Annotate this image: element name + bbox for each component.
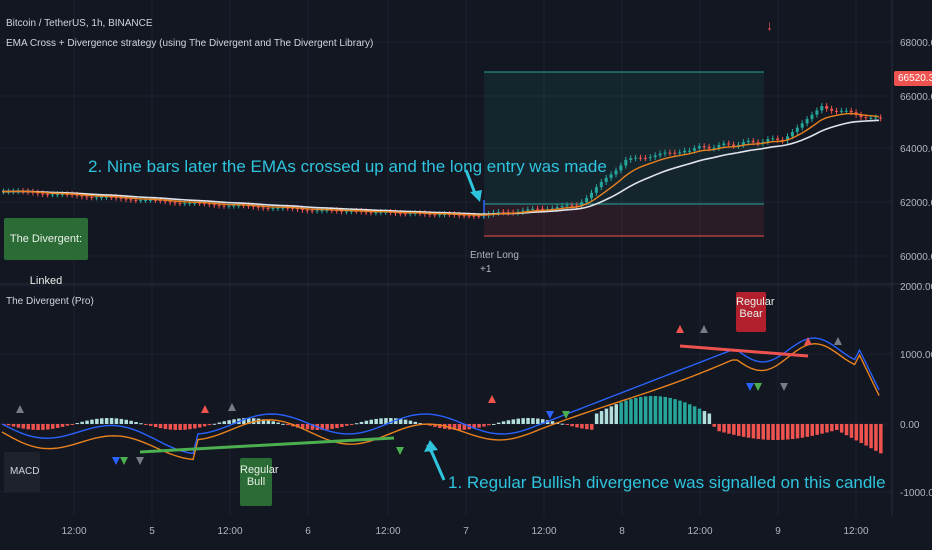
indicator-label: MACD — [4, 452, 40, 492]
osc-tick-label: 2000.00 — [900, 282, 932, 293]
symbol-title: Bitcoin / TetherUS, 1h, BINANCE — [6, 18, 153, 29]
bear-label-line1: Regular — [736, 296, 775, 308]
time-tick-label: 12:00 — [687, 526, 712, 537]
time-tick-label: 8 — [619, 526, 625, 537]
time-tick-label: 12:00 — [217, 526, 242, 537]
price-tick-label: 60000.00 — [900, 252, 932, 263]
osc-tick-label: 0.00 — [900, 420, 920, 431]
signal-line — [1, 343, 880, 461]
signal-marker — [780, 383, 788, 391]
time-tick-label: 9 — [775, 526, 781, 537]
bull-label-line2: Bull — [246, 476, 266, 488]
bear-divergence-line — [679, 344, 809, 358]
signal-marker — [804, 337, 812, 345]
stop-loss-zone — [484, 204, 764, 236]
osc-tick-label: -1000.00 — [900, 488, 932, 499]
annotation-divergence: 1. Regular Bullish divergence was signal… — [448, 473, 886, 492]
sell-arrow-icon: ↓ — [766, 17, 773, 33]
ema-slow-line — [1, 119, 880, 215]
bull-divergence-line — [139, 436, 395, 454]
time-tick-label: 6 — [305, 526, 311, 537]
time-tick-label: 12:00 — [375, 526, 400, 537]
bear-label-line2: Bear — [739, 308, 763, 320]
signal-marker — [754, 383, 762, 391]
strategy-title: EMA Cross + Divergence strategy (using T… — [6, 38, 374, 49]
signal-marker — [120, 457, 128, 465]
price-axis: 68000.00 66000.00 64000.00 62000.00 60000.00 — [900, 38, 932, 263]
grid — [0, 0, 893, 516]
signal-marker — [746, 383, 754, 391]
oscillator-axis: 2000.00 1000.00 0.00 -1000.00 — [900, 282, 932, 499]
status-badge: The Divergent: Linked — [4, 218, 88, 287]
take-profit-zone — [484, 72, 764, 204]
signal-marker — [136, 457, 144, 465]
ema-fast-line — [1, 112, 880, 216]
signal-marker — [201, 405, 209, 413]
annotation-arrowhead-entry — [470, 190, 482, 202]
signal-marker — [112, 457, 120, 465]
price-tick-label: 64000.00 — [900, 144, 932, 155]
price-tick-label: 62000.00 — [900, 198, 932, 209]
time-axis: 12:00 5 12:00 6 12:00 7 12:00 8 12:00 9 12:00 — [61, 526, 868, 537]
annotation-arrowhead-divergence — [424, 440, 438, 452]
oscillator-title: The Divergent (Pro) — [6, 296, 94, 307]
bull-divergence-label: Regular Bull — [240, 458, 279, 506]
time-tick-label: 12:00 — [61, 526, 86, 537]
price-tick-label: 66000.00 — [900, 92, 932, 103]
signal-marker — [676, 325, 684, 333]
bear-divergence-label: Regular Bear — [736, 292, 775, 332]
macd-histogram — [2, 396, 883, 454]
annotation-entry: 2. Nine bars later the EMAs crossed up a… — [88, 157, 607, 176]
signal-marker — [562, 411, 570, 419]
entry-label: Enter Long — [470, 250, 519, 261]
signal-marker — [700, 325, 708, 333]
annotation-arrow-divergence — [428, 447, 446, 481]
signal-marker — [546, 411, 554, 419]
signal-marker — [396, 447, 404, 455]
time-tick-label: 5 — [149, 526, 155, 537]
time-tick-label: 12:00 — [531, 526, 556, 537]
price-tick-label: 68000.00 — [900, 38, 932, 49]
last-price-tag: 66520.37 — [894, 71, 932, 86]
indicator-label-text: MACD — [10, 466, 40, 477]
bull-label-line1: Regular — [240, 464, 279, 476]
entry-qty: +1 — [480, 264, 492, 275]
osc-tick-label: 1000.00 — [900, 350, 932, 361]
time-tick-label: 7 — [463, 526, 469, 537]
signal-marker — [488, 395, 496, 403]
signal-marker — [834, 337, 842, 345]
signal-marker — [228, 403, 236, 411]
time-tick-label: 12:00 — [843, 526, 868, 537]
signal-marker — [16, 405, 24, 413]
